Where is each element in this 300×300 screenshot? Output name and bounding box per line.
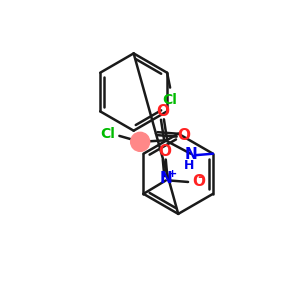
Text: -: - <box>197 169 203 184</box>
Text: Cl: Cl <box>100 127 115 141</box>
Text: O: O <box>177 128 190 142</box>
Circle shape <box>131 132 150 151</box>
Text: +: + <box>168 169 177 179</box>
Text: O: O <box>156 104 169 119</box>
Text: O: O <box>193 175 206 190</box>
Text: N: N <box>184 147 197 162</box>
Text: O: O <box>158 144 171 159</box>
Text: H: H <box>184 158 194 172</box>
Text: Cl: Cl <box>163 93 178 107</box>
Text: N: N <box>159 172 172 187</box>
